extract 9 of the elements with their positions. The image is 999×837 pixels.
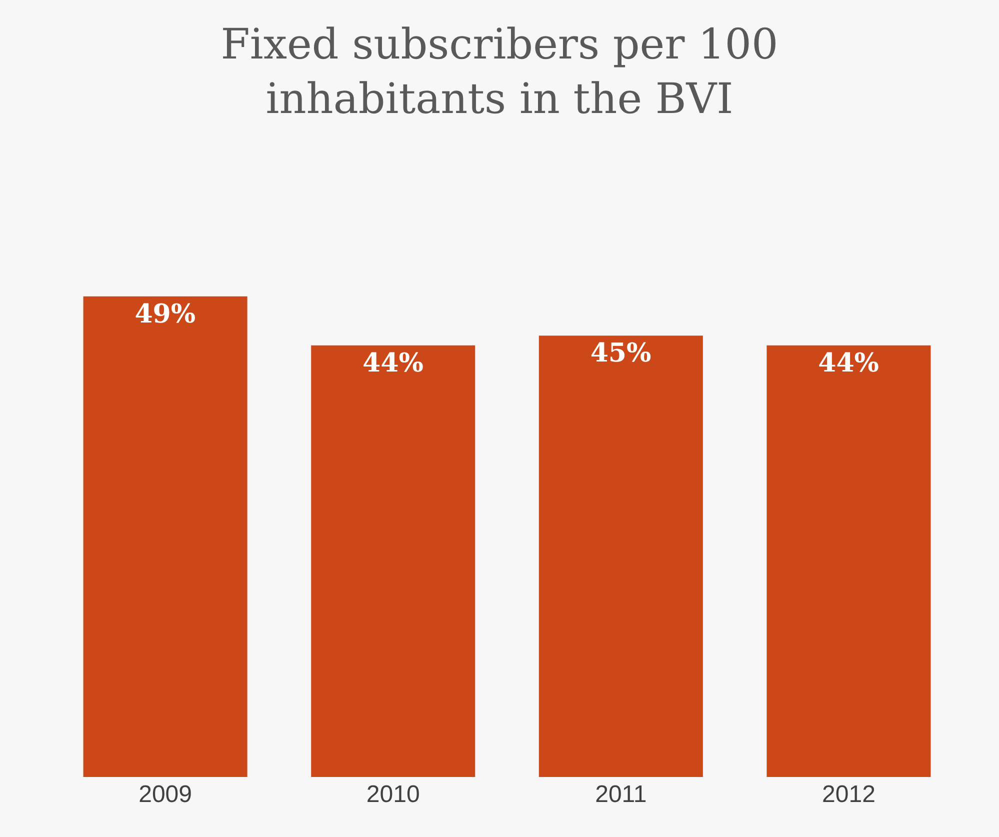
x-tick-label: 2010 bbox=[366, 781, 420, 808]
chart-title: Fixed subscribers per 100 inhabitants in the BVI bbox=[220, 20, 778, 124]
x-tick-label: 2011 bbox=[595, 781, 647, 808]
data-label: 45% bbox=[590, 338, 652, 369]
data-label: 44% bbox=[818, 348, 880, 378]
x-tick-label: 2012 bbox=[822, 781, 876, 808]
data-label: 49% bbox=[134, 299, 196, 330]
data-label: 44% bbox=[362, 348, 424, 378]
x-tick-label: 2009 bbox=[138, 781, 192, 808]
